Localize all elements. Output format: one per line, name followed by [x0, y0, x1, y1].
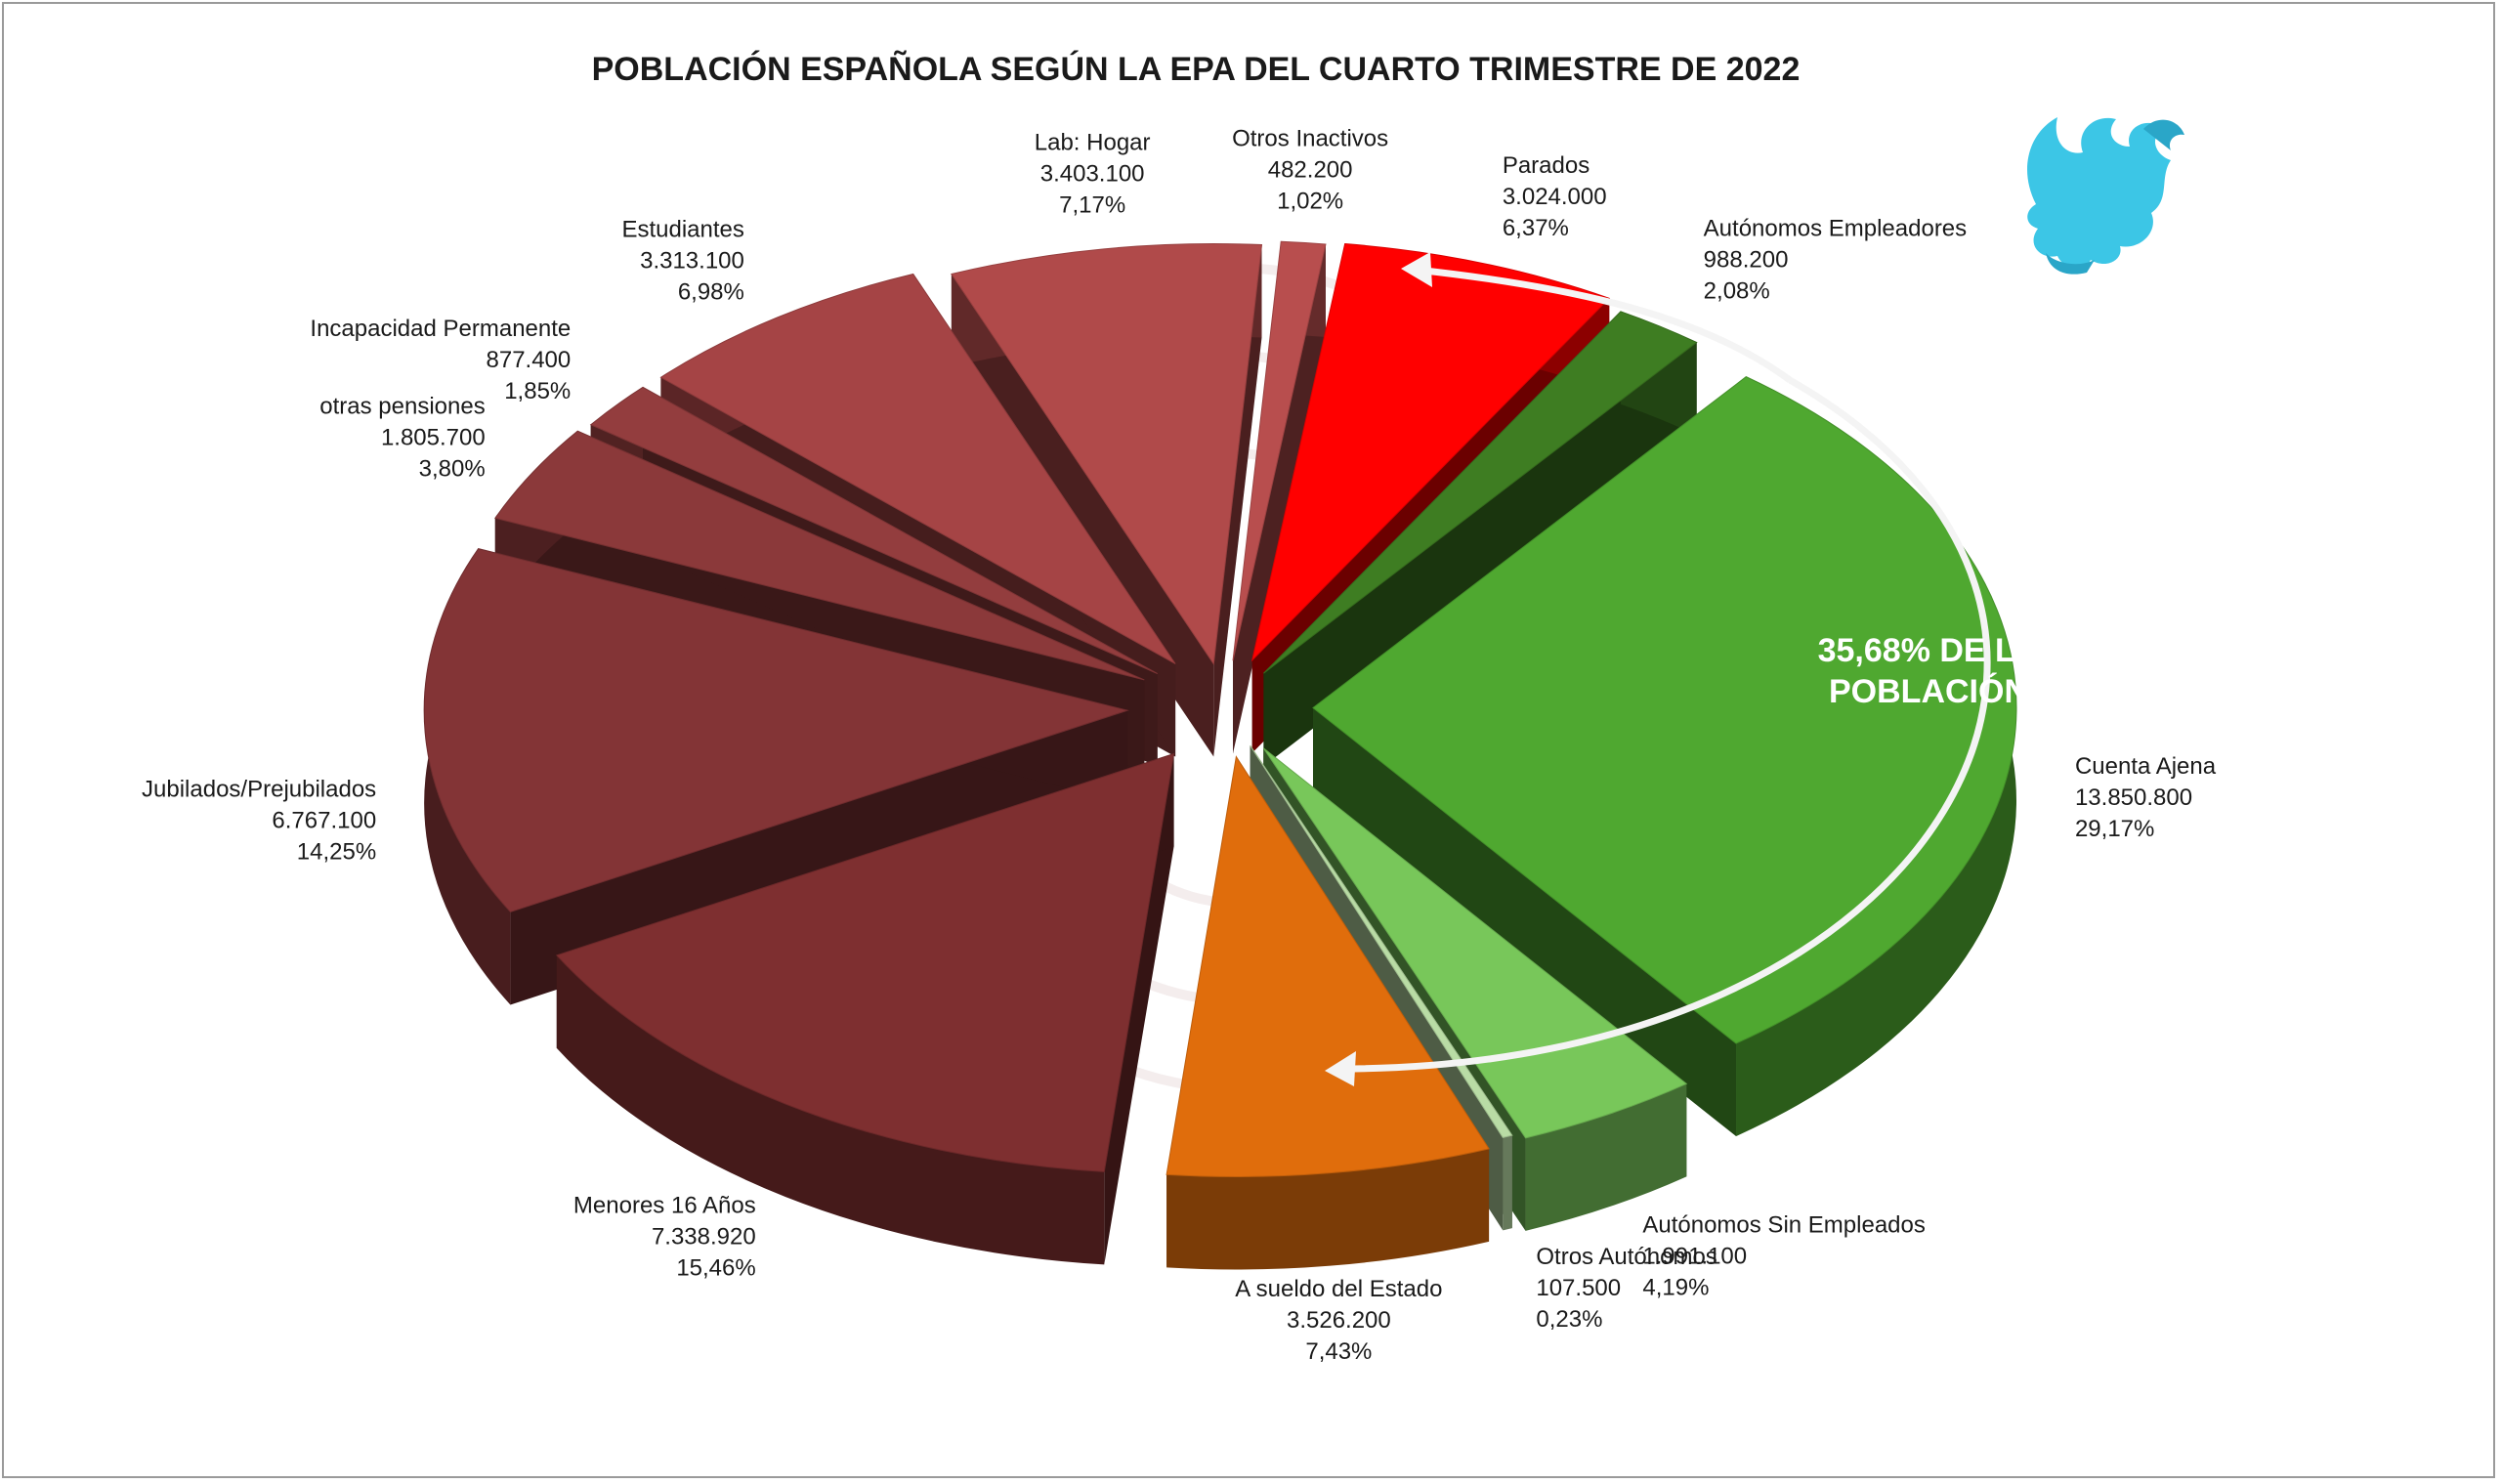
- slice-labels: Cuenta Ajena 13.850.800 29,17% Autónomos Si…: [142, 126, 2217, 1365]
- slice-label-1: Autónomos Sin Empleados 1.991.100 4,19%: [1642, 1212, 1926, 1301]
- slice-name: Otros Autónomos: [1536, 1244, 1717, 1270]
- slice-percent: 6,37%: [1503, 215, 1569, 241]
- slice-label-9: Lab: Hogar 3.403.100 7,17%: [1035, 130, 1151, 219]
- slice-value: 6.767.100: [272, 808, 376, 834]
- slice-value: 13.850.800: [2075, 784, 2192, 811]
- slice-percent: 15,46%: [676, 1254, 755, 1281]
- pie-slice-4: [555, 752, 1175, 1265]
- slice-label-7: Incapacidad Permanente 877.400 1,85%: [310, 316, 571, 404]
- slice-label-10: Otros Inactivos 482.200 1,02%: [1232, 126, 1388, 215]
- slice-value: 107.500: [1536, 1275, 1621, 1301]
- slice-percent: 7,43%: [1305, 1338, 1372, 1365]
- pie-slice-9: [951, 243, 1263, 757]
- slice-name: otras pensiones: [319, 394, 485, 420]
- slice-percent: 14,25%: [297, 839, 376, 866]
- slice-value: 7.338.920: [652, 1223, 756, 1250]
- slice-name: Cuenta Ajena: [2075, 753, 2217, 780]
- callout-arrow: [1325, 252, 1991, 1086]
- slice-name: Jubilados/Prejubilados: [142, 777, 376, 803]
- slice-percent: 7,17%: [1059, 192, 1125, 219]
- slice-name: Menores 16 Años: [573, 1192, 756, 1218]
- slice-name: Estudiantes: [621, 217, 743, 243]
- slice-value: 3.403.100: [1040, 161, 1145, 188]
- slice-name: Lab: Hogar: [1035, 130, 1151, 156]
- slice-percent: 2,08%: [1704, 278, 1770, 305]
- pie-slice-12: [1263, 311, 1698, 767]
- griffin-logo-icon: [2027, 117, 2184, 275]
- slice-label-0: Cuenta Ajena 13.850.800 29,17%: [2075, 753, 2217, 842]
- slice-label-3: A sueldo del Estado 3.526.200 7,43%: [1235, 1276, 1442, 1365]
- slice-label-5: Jubilados/Prejubilados 6.767.100 14,25%: [142, 777, 376, 866]
- slice-label-2: Otros Autónomos 107.500 0,23%: [1536, 1244, 1717, 1333]
- slice-percent: 1,85%: [504, 378, 571, 404]
- slice-value: 482.200: [1268, 157, 1353, 184]
- slice-percent: 3,80%: [419, 456, 486, 483]
- slice-percent: 29,17%: [2075, 816, 2154, 842]
- slice-name: Autónomos Sin Empleados: [1642, 1212, 1926, 1239]
- pie-slices: [423, 240, 2017, 1270]
- slice-value: 988.200: [1704, 247, 1789, 274]
- slice-value: 1.991.100: [1642, 1244, 1747, 1270]
- slice-value: 877.400: [487, 347, 572, 373]
- slice-value: 1.805.700: [381, 425, 486, 451]
- slice-percent: 6,98%: [678, 279, 744, 306]
- slice-value: 3.024.000: [1503, 184, 1607, 210]
- pie-slice-10: [1232, 240, 1327, 754]
- chart-title: POBLACIÓN ESPAÑOLA SEGÚN LA EPA DEL CUAR…: [592, 51, 1801, 88]
- pie-chart: POBLACIÓN ESPAÑOLA SEGÚN LA EPA DEL CUAR…: [142, 51, 2217, 1365]
- slice-name: Incapacidad Permanente: [310, 316, 571, 342]
- slice-label-11: Parados 3.024.000 6,37%: [1503, 152, 1607, 241]
- slice-percent: 0,23%: [1536, 1306, 1602, 1333]
- callout-line-1: 35,68% DE LA: [1818, 632, 2040, 669]
- pie-slice-3: [1166, 755, 1490, 1270]
- slice-name: A sueldo del Estado: [1235, 1276, 1442, 1302]
- callout-line-2: POBLACIÓN: [1829, 673, 2028, 710]
- slice-name: Autónomos Empleadores: [1704, 216, 1967, 242]
- slice-name: Parados: [1503, 152, 1590, 179]
- slice-label-8: Estudiantes 3.313.100 6,98%: [621, 217, 743, 306]
- slice-percent: 4,19%: [1642, 1275, 1709, 1301]
- slice-value: 3.313.100: [640, 248, 744, 275]
- slice-name: Otros Inactivos: [1232, 126, 1388, 152]
- slice-label-12: Autónomos Empleadores 988.200 2,08%: [1704, 216, 1967, 305]
- slice-percent: 1,02%: [1277, 189, 1343, 215]
- slice-label-6: otras pensiones 1.805.700 3,80%: [319, 394, 485, 483]
- slice-value: 3.526.200: [1287, 1307, 1391, 1334]
- slice-label-4: Menores 16 Años 7.338.920 15,46%: [573, 1192, 756, 1281]
